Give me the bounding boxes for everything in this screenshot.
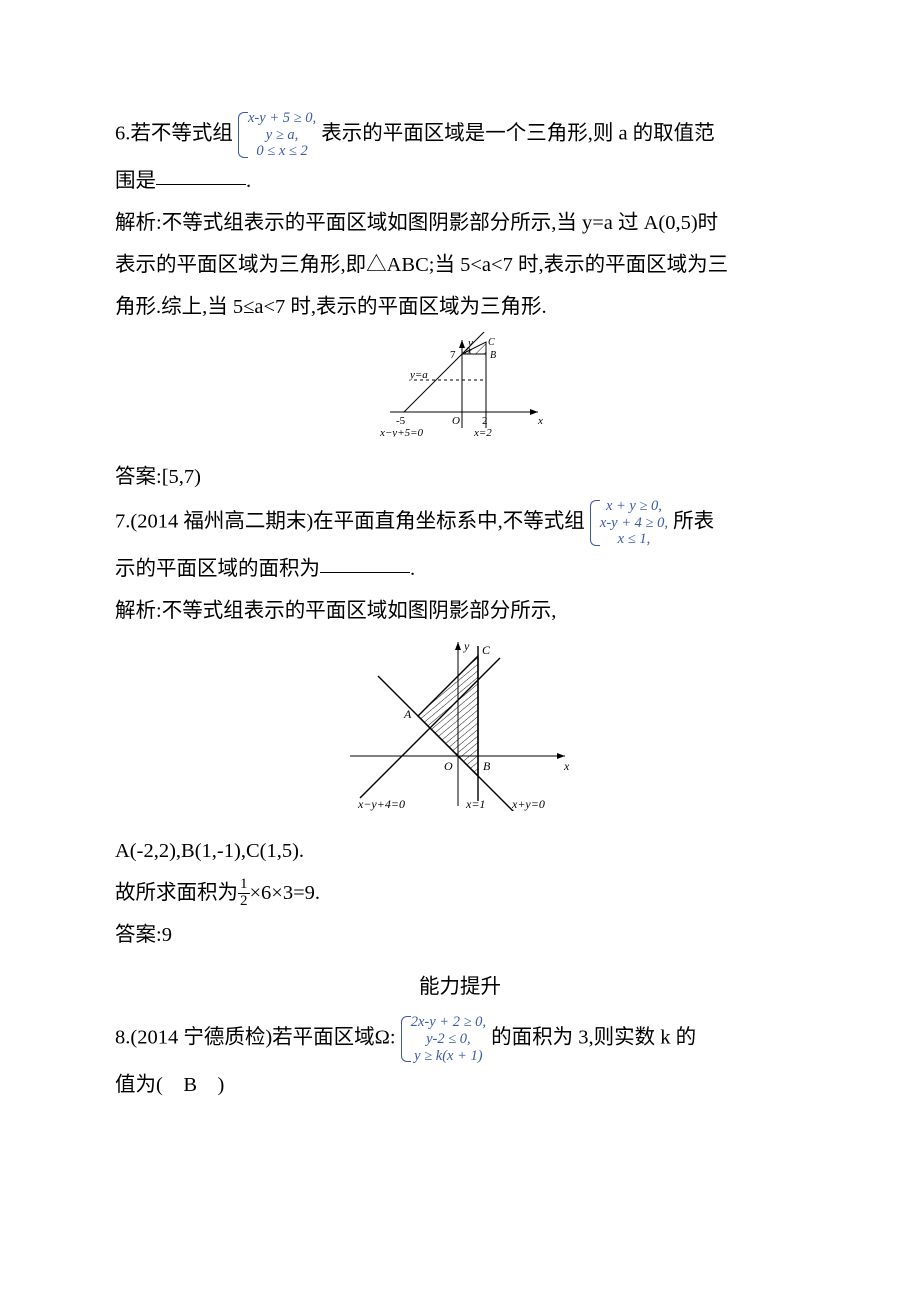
q7-sol-1: 解析:不等式组表示的平面区域如图阴影部分所示, — [115, 590, 805, 632]
blank-field — [156, 166, 246, 185]
svg-text:7: 7 — [450, 349, 456, 361]
q8-line1: 8.(2014 宁德质检)若平面区域Ω: 2x-y + 2 ≥ 0, y-2 ≤… — [115, 1014, 805, 1064]
q6-line2: 围是. — [115, 160, 805, 202]
svg-text:C: C — [482, 643, 491, 657]
q7-points: A(-2,2),B(1,-1),C(1,5). — [115, 830, 805, 872]
q6-after-sys: 表示的平面区域是一个三角形,则 a 的取值范 — [321, 123, 714, 145]
svg-text:O: O — [444, 759, 453, 773]
q8-line2: 值为( B ) — [115, 1064, 805, 1106]
q7-figure: y x A C B O x−y+4=0 x=1 x+y=0 — [115, 636, 805, 826]
svg-text:x=2: x=2 — [473, 427, 492, 437]
svg-text:x=1: x=1 — [465, 797, 485, 811]
q7-line1: 7.(2014 福州高二期末)在平面直角坐标系中,不等式组 x + y ≥ 0,… — [115, 498, 805, 548]
q7-prefix: 7.(2014 福州高二期末)在平面直角坐标系中,不等式组 — [115, 511, 585, 533]
svg-text:y=a: y=a — [409, 369, 428, 381]
svg-text:2: 2 — [482, 415, 488, 427]
section-heading: 能力提升 — [115, 966, 805, 1008]
svg-text:B: B — [490, 350, 496, 361]
svg-text:C: C — [488, 337, 495, 348]
svg-text:A: A — [403, 707, 412, 721]
svg-text:B: B — [483, 759, 491, 773]
svg-text:x−y+4=0: x−y+4=0 — [357, 797, 405, 811]
svg-text:A: A — [464, 346, 472, 357]
q7-answer: 答案:9 — [115, 914, 805, 956]
svg-text:O: O — [452, 415, 460, 427]
q6-system: x-y + 5 ≥ 0, y ≥ a, 0 ≤ x ≤ 2 — [238, 110, 316, 160]
q6-line1: 6.若不等式组 x-y + 5 ≥ 0, y ≥ a, 0 ≤ x ≤ 2 表示… — [115, 110, 805, 160]
q7-line2: 示的平面区域的面积为. — [115, 548, 805, 590]
q7-system: x + y ≥ 0, x-y + 4 ≥ 0, x ≤ 1, — [590, 498, 668, 548]
svg-text:x−y+5=0: x−y+5=0 — [379, 427, 424, 437]
blank-field — [320, 554, 410, 573]
svg-text:x+y=0: x+y=0 — [511, 797, 545, 811]
q8-system: 2x-y + 2 ≥ 0, y-2 ≤ 0, y ≥ k(x + 1) — [401, 1014, 486, 1064]
svg-text:-5: -5 — [396, 415, 406, 427]
fraction: 12 — [238, 877, 250, 910]
svg-text:x: x — [537, 415, 543, 427]
q8-after-sys: 的面积为 3,则实数 k 的 — [491, 1027, 696, 1049]
q8-prefix: 8.(2014 宁德质检)若平面区域Ω: — [115, 1027, 396, 1049]
q6-sol-3: 角形.综上,当 5≤a<7 时,表示的平面区域为三角形. — [115, 286, 805, 328]
q6-sol-2: 表示的平面区域为三角形,即△ABC;当 5<a<7 时,表示的平面区域为三 — [115, 244, 805, 286]
q7-area: 故所求面积为12×6×3=9. — [115, 872, 805, 914]
document-page: 6.若不等式组 x-y + 5 ≥ 0, y ≥ a, 0 ≤ x ≤ 2 表示… — [0, 0, 920, 1166]
svg-text:x: x — [563, 759, 570, 773]
q6-sol-1: 解析:不等式组表示的平面区域如图阴影部分所示,当 y=a 过 A(0,5)时 — [115, 202, 805, 244]
q6-answer: 答案:[5,7) — [115, 456, 805, 498]
svg-text:y: y — [463, 639, 470, 653]
q6-prefix: 6.若不等式组 — [115, 123, 233, 145]
q7-after-sys: 所表 — [673, 511, 714, 533]
q6-figure: y x 7 A C B y=a -5 O 2 x−y+5=0 x=2 — [115, 332, 805, 452]
